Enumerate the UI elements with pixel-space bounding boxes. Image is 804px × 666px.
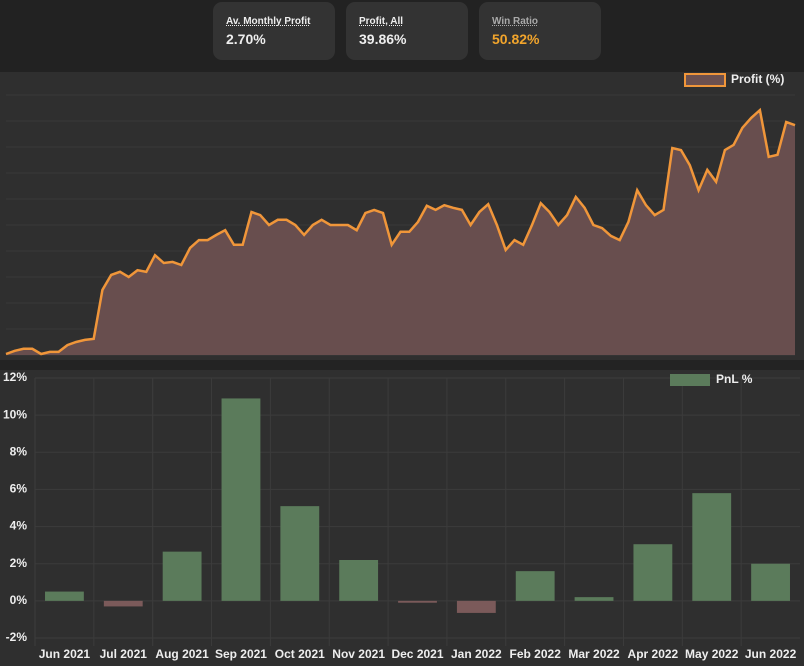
bar [221, 398, 261, 601]
y-tick-label: 0% [10, 593, 28, 607]
bar [515, 571, 555, 601]
x-tick-label: May 2022 [685, 647, 739, 661]
bar [751, 563, 790, 601]
x-tick-label: Jun 2021 [39, 647, 91, 661]
stat-label: Win Ratio [492, 16, 539, 27]
x-tick-label: Nov 2021 [332, 647, 385, 661]
y-tick-label: 8% [10, 444, 28, 458]
bar [339, 560, 379, 601]
legend-swatch [670, 374, 710, 386]
y-tick-label: 2% [10, 556, 28, 570]
x-tick-label: Mar 2022 [568, 647, 620, 661]
y-tick-label: 4% [10, 519, 28, 533]
y-tick-label: -2% [6, 630, 28, 644]
x-tick-label: Apr 2022 [628, 647, 679, 661]
legend-label: Profit (%) [731, 72, 784, 86]
bar [162, 551, 202, 601]
stat-card: Profit, All 39.86% [346, 2, 468, 60]
bar [45, 591, 84, 601]
bar [692, 493, 732, 601]
x-tick-label: Feb 2022 [510, 647, 562, 661]
legend-label: PnL % [716, 372, 753, 386]
stat-value: 39.86% [359, 31, 407, 47]
legend-swatch [684, 73, 726, 87]
stat-card: Win Ratio 50.82% [479, 2, 601, 60]
bar [280, 506, 320, 601]
stat-card: Av. Monthly Profit 2.70% [213, 2, 335, 60]
x-tick-label: Aug 2021 [155, 647, 209, 661]
stat-value: 50.82% [492, 31, 540, 47]
charts: Profit (%) -2% 0% 2% 4% 6% 8% 10% 12% Jun 2021 Jul… [0, 72, 804, 666]
x-tick-label: Jul 2021 [100, 647, 148, 661]
separator [0, 360, 804, 370]
bar [633, 544, 673, 601]
y-tick-label: 12% [3, 370, 27, 384]
x-tick-label: Sep 2021 [215, 647, 267, 661]
stat-value: 2.70% [226, 31, 266, 47]
bar [103, 600, 143, 607]
bar [574, 597, 614, 601]
stat-label: Profit, All [359, 16, 404, 27]
x-tick-label: Oct 2021 [275, 647, 325, 661]
bar [398, 600, 437, 603]
y-tick-label: 6% [10, 482, 28, 496]
x-tick-label: Jun 2022 [745, 647, 797, 661]
y-tick-label: 10% [3, 407, 27, 421]
stat-label: Av. Monthly Profit [226, 16, 311, 27]
x-tick-label: Jan 2022 [451, 647, 502, 661]
stats-bar: Av. Monthly Profit 2.70% Profit, All 39.86%… [0, 0, 804, 72]
x-tick-label: Dec 2021 [391, 647, 443, 661]
bar [456, 600, 496, 613]
bar-panel [0, 370, 804, 666]
line [5, 107, 796, 356]
